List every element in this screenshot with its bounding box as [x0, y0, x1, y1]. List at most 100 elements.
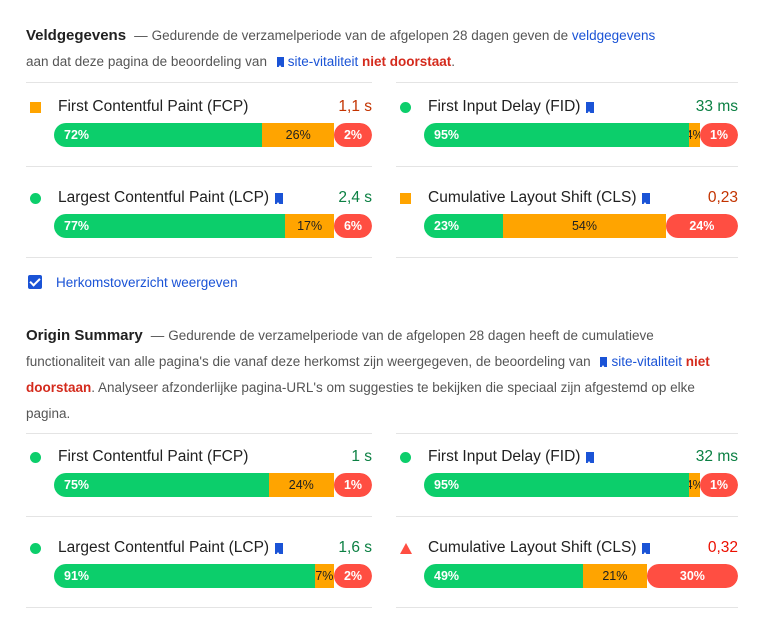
metric-name: Cumulative Layout Shift (CLS) [428, 539, 637, 556]
metric-name: First Input Delay (FID) [428, 448, 581, 465]
fail-status: niet doorstaan [26, 354, 710, 395]
fail-status: niet doorstaat [362, 54, 452, 69]
average-segment: 24% [268, 473, 334, 497]
origin-summary-heading: Origin Summary [26, 327, 143, 344]
checkbox-checked-icon[interactable] [28, 275, 42, 289]
metric-name: First Contentful Paint (FCP) [58, 448, 249, 465]
metric-name: Cumulative Layout Shift (CLS) [428, 189, 637, 206]
distribution-bar: 49% 21% 30% [424, 564, 738, 588]
distribution-bar: 95%4%1% [424, 123, 738, 147]
good-segment: 72% [54, 123, 263, 147]
metric-value: 1,6 s [338, 539, 372, 556]
good-segment: 91% [54, 564, 315, 588]
metric-label: First Contentful Paint (FCP) [58, 98, 338, 116]
bookmark-icon[interactable] [586, 101, 595, 114]
metric-value: 32 ms [695, 448, 738, 465]
distribution-bar: 75% 24% 1% [54, 473, 372, 497]
metric-header: Largest Contentful Paint (LCP) 2,4 s [26, 186, 372, 210]
poor-triangle-icon [400, 542, 412, 554]
good-circle-icon [30, 451, 41, 463]
distribution-bar: 91% 7% 2% [54, 564, 372, 588]
metric-header: Cumulative Layout Shift (CLS) 0,23 [396, 186, 738, 210]
average-square-icon [400, 192, 411, 204]
intro-dash: — [150, 328, 165, 343]
metric-label: First Contentful Paint (FCP) [58, 448, 351, 466]
average-square-icon [30, 101, 41, 113]
poor-segment: 1% [334, 473, 372, 497]
metric-card: First Contentful Paint (FCP) 1 s 75% 24% 1% [26, 445, 372, 525]
metric-card: First Input Delay (FID) 32 ms 95%4%1% [396, 445, 738, 525]
poor-segment: 2% [334, 564, 372, 588]
poor-segment: 1% [700, 473, 738, 497]
metric-header: First Contentful Paint (FCP) 1 s [26, 445, 372, 469]
poor-segment: 1% [700, 123, 738, 147]
field-data-heading: Veldgegevens [26, 27, 127, 44]
average-segment: 21% [582, 564, 647, 588]
metric-label: Cumulative Layout Shift (CLS) [428, 189, 708, 207]
metric-value: 33 ms [695, 98, 738, 115]
field-intro-text: Gedurende de verzamelperiode van de afge… [151, 28, 572, 43]
metric-name: Largest Contentful Paint (LCP) [58, 189, 270, 206]
metric-name: First Contentful Paint (FCP) [58, 98, 249, 115]
divider [26, 433, 372, 434]
bookmark-icon[interactable] [275, 542, 284, 555]
metric-value: 2,4 s [338, 189, 372, 206]
good-segment: 49% [424, 564, 583, 588]
metric-label: First Input Delay (FID) [428, 448, 696, 466]
good-segment: 95% [424, 473, 690, 497]
good-segment: 23% [424, 214, 504, 238]
metric-card: Largest Contentful Paint (LCP) 2,4 s 77% 17… [26, 186, 372, 266]
metric-value: 1,1 s [338, 98, 372, 115]
good-segment: 75% [54, 473, 269, 497]
average-segment: 4% [689, 123, 700, 147]
site-vitality-link[interactable]: site-vitaliteit [611, 354, 682, 369]
divider [396, 607, 738, 608]
field-data-link[interactable]: veldgegevens [571, 28, 656, 43]
intro-period: . [451, 54, 456, 69]
distribution-bar: 95%4%1% [424, 473, 738, 497]
divider [396, 433, 738, 434]
poor-segment: 30% [646, 564, 738, 588]
metric-card: First Contentful Paint (FCP) 1,1 s 72% 26% 2… [26, 95, 372, 175]
poor-segment: 6% [334, 214, 372, 238]
good-segment: 95% [424, 123, 690, 147]
divider [26, 82, 372, 83]
poor-segment: 24% [665, 214, 738, 238]
bookmark-icon[interactable] [275, 192, 284, 205]
origin-summary-intro: Origin Summary — Gedurende de verzamelperi… [26, 323, 726, 427]
metric-header: First Input Delay (FID) 32 ms [396, 445, 738, 469]
metric-card: First Input Delay (FID) 33 ms 95%4%1% [396, 95, 738, 175]
good-circle-icon [400, 101, 411, 113]
distribution-bar: 72% 26% 2% [54, 123, 372, 147]
origin-intro-text: Gedurende de verzamelperiode van de afge… [26, 328, 654, 369]
divider [396, 257, 738, 258]
field-data-intro: Veldgegevens — Gedurende de verzamelperiod… [26, 23, 726, 75]
bookmark-icon [600, 357, 608, 368]
metric-value: 0,23 [707, 189, 738, 206]
metric-label: Largest Contentful Paint (LCP) [58, 539, 338, 557]
metric-value: 1 s [351, 448, 372, 465]
origin-summary-toggle-label[interactable]: Herkomstoverzicht weergeven [56, 274, 238, 290]
average-segment: 7% [314, 564, 334, 588]
divider [26, 516, 372, 517]
origin-summary-toggle[interactable]: Herkomstoverzicht weergeven [28, 272, 238, 292]
metric-card: Cumulative Layout Shift (CLS) 0,32 49% 21% 3… [396, 536, 738, 616]
good-circle-icon [400, 451, 411, 463]
average-segment: 54% [503, 214, 666, 238]
divider [26, 257, 372, 258]
distribution-bar: 23% 54% 24% [424, 214, 738, 238]
metric-header: First Contentful Paint (FCP) 1,1 s [26, 95, 372, 119]
metric-header: First Input Delay (FID) 33 ms [396, 95, 738, 119]
metric-label: Largest Contentful Paint (LCP) [58, 189, 338, 207]
bookmark-icon[interactable] [586, 451, 595, 464]
divider [26, 166, 372, 167]
site-vitality-link[interactable]: site-vitaliteit [287, 54, 359, 69]
poor-segment: 2% [334, 123, 372, 147]
good-circle-icon [30, 192, 41, 204]
good-segment: 77% [54, 214, 286, 238]
metric-header: Largest Contentful Paint (LCP) 1,6 s [26, 536, 372, 560]
intro-dash: — [134, 28, 148, 43]
bookmark-icon[interactable] [642, 192, 651, 205]
bookmark-icon[interactable] [642, 542, 651, 555]
metric-value: 0,32 [707, 539, 738, 556]
